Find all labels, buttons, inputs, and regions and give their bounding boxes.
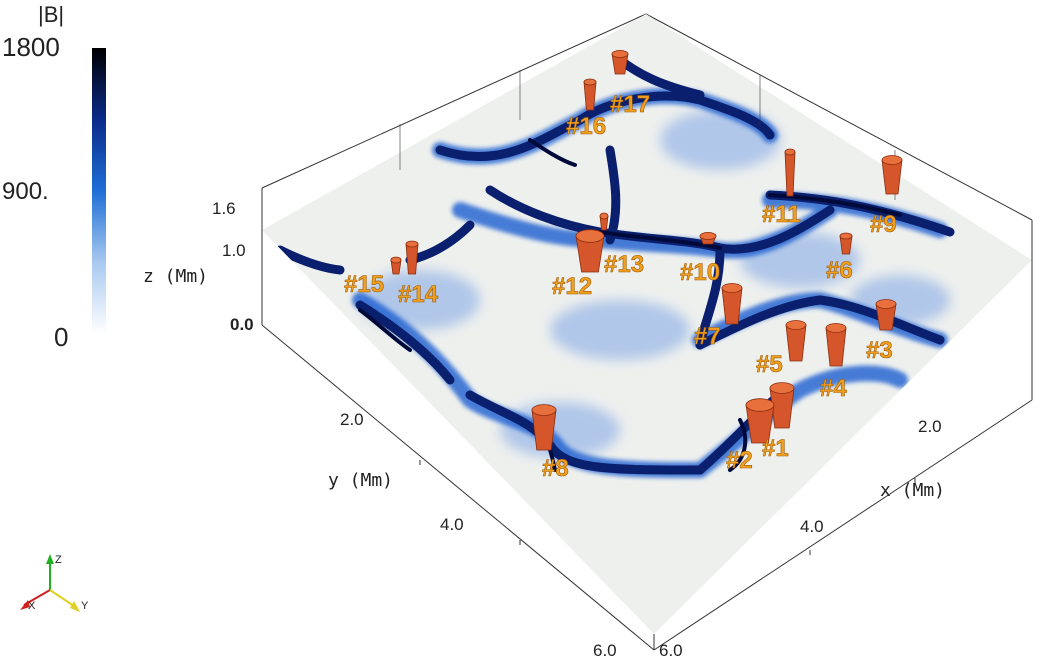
- flux-tube-top-8: [531, 404, 557, 416]
- tube-label-13: #13: [604, 251, 644, 278]
- z-axis-label: z (Mm): [143, 266, 208, 287]
- colorbar-min-label: 0: [54, 322, 69, 352]
- flux-tube-top-16: [583, 78, 597, 86]
- colorbar-gradient: [92, 48, 106, 334]
- flux-tube-top-10: [699, 231, 717, 240]
- tube-label-9: #9: [870, 211, 897, 238]
- triad-y-label: Y: [81, 600, 89, 612]
- y-axis-label: y (Mm): [328, 470, 393, 491]
- flux-tube-5: [785, 324, 807, 362]
- y-tick-3: 6.0: [593, 641, 617, 660]
- field-plane: [262, 14, 1032, 634]
- x-tick-1: 2.0: [918, 417, 942, 436]
- flux-tube-4: [825, 327, 847, 367]
- tube-label-14: #14: [398, 281, 439, 308]
- tube-label-5: #5: [756, 351, 783, 378]
- flux-tube-top-5: [785, 320, 807, 330]
- flux-tube-top-2: [745, 398, 775, 412]
- tube-label-8: #8: [542, 455, 569, 482]
- tube-label-1: #1: [762, 435, 789, 462]
- colorbar-title: |B|: [38, 2, 65, 27]
- colorbar-max-label: 1800: [2, 32, 60, 62]
- triad-z-label: Z: [55, 554, 62, 566]
- tube-label-11: #11: [762, 201, 801, 228]
- tube-label-6: #6: [826, 257, 853, 284]
- tube-label-15: #15: [344, 271, 384, 298]
- bounding-box-front: [261, 70, 1033, 651]
- flux-tube-16: [583, 81, 597, 111]
- x-tick-2: 4.0: [800, 517, 824, 536]
- flux-tube-top-15: [390, 256, 402, 264]
- tube-label-16: #16: [566, 113, 606, 140]
- flux-tube-top-4: [825, 323, 847, 333]
- flux-tube-top-17: [611, 50, 629, 59]
- tube-label-2: #2: [726, 447, 753, 474]
- flux-tube-top-6: [839, 232, 853, 240]
- flux-tube-top-12: [575, 229, 605, 243]
- tick-labels: 1.6 1.0 0.0 2.0 4.0 6.0 2.0 4.0 6.0: [212, 199, 942, 660]
- z-tick-2: 1.0: [222, 241, 246, 260]
- flux-tube-top-7: [721, 283, 743, 293]
- flux-tube-top-3: [875, 299, 897, 309]
- tube-label-17: #17: [610, 91, 650, 118]
- flux-tube-11: [784, 151, 796, 197]
- flux-tube-top-1: [769, 382, 795, 394]
- tube-labels: #1 #2 #3 #4 #5 #6 #7 #8 #9 #10 #11 #12 #…: [344, 91, 897, 483]
- flux-tube-top-9: [881, 155, 903, 165]
- x-axis-label: x (Mm): [880, 480, 945, 501]
- x-tick-3: 6.0: [659, 641, 683, 660]
- tube-label-3: #3: [866, 337, 893, 364]
- tube-label-4: #4: [820, 375, 847, 402]
- tube-label-12: #12: [552, 273, 592, 300]
- y-tick-1: 2.0: [340, 410, 364, 429]
- orientation-triad: Z X Y: [20, 554, 89, 612]
- bounding-box-back: [261, 13, 1033, 221]
- tube-label-7: #7: [694, 323, 721, 350]
- colorbar-mid-label: 900.: [2, 178, 49, 205]
- z-tick-3: 0.0: [230, 315, 254, 334]
- flux-tube-14: [405, 243, 419, 275]
- flux-tube-9: [881, 159, 903, 195]
- flux-tube-7: [721, 287, 743, 325]
- y-tick-2: 4.0: [440, 515, 464, 534]
- tube-label-10: #10: [680, 259, 720, 286]
- z-tick-1: 1.6: [212, 199, 236, 218]
- flux-tube-top-14: [405, 240, 419, 248]
- flux-tubes: [390, 50, 903, 451]
- flux-tube-top-11: [784, 148, 796, 156]
- triad-x-label: X: [28, 600, 36, 612]
- flux-tube-top-13: [599, 212, 609, 220]
